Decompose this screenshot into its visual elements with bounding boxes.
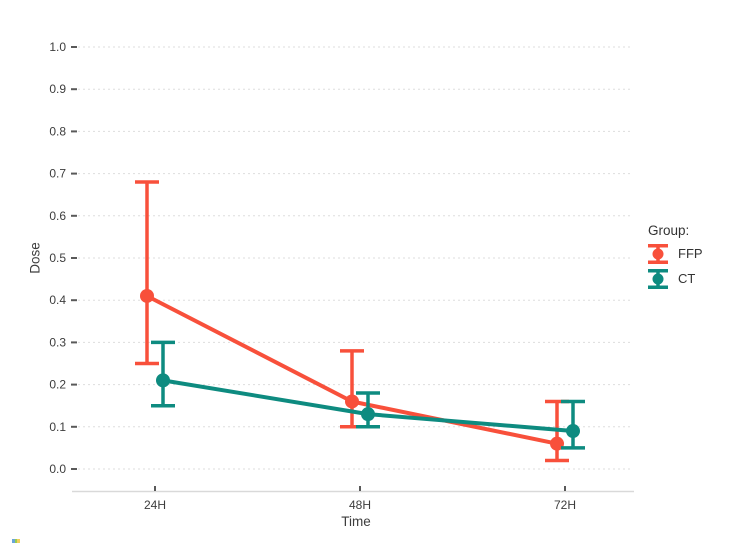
x-axis-title: Time bbox=[341, 514, 371, 529]
x-tick-label: 72H bbox=[554, 498, 576, 512]
legend-item-ct: CT bbox=[646, 266, 703, 291]
data-point-FFP bbox=[550, 436, 564, 451]
y-tick-label: 0.1 bbox=[49, 420, 66, 434]
data-point-CT bbox=[361, 407, 375, 422]
y-tick-label: 0.7 bbox=[49, 167, 66, 181]
x-tick-label: 48H bbox=[349, 498, 371, 512]
data-point-FFP bbox=[140, 288, 154, 303]
screenshot-artifact-icon bbox=[12, 539, 20, 543]
legend-label-ct: CT bbox=[678, 271, 696, 286]
data-point-CT bbox=[156, 373, 170, 388]
data-point-CT bbox=[566, 424, 580, 439]
y-tick-label: 0.2 bbox=[49, 378, 66, 392]
y-tick-label: 0.4 bbox=[49, 293, 66, 307]
data-point-FFP bbox=[345, 394, 359, 409]
y-tick-label: 0.5 bbox=[49, 251, 66, 265]
y-tick-label: 1.0 bbox=[49, 40, 66, 54]
y-tick-label: 0.6 bbox=[49, 209, 66, 223]
y-tick-label: 0.8 bbox=[49, 124, 66, 138]
legend-title: Group: bbox=[648, 223, 690, 238]
x-tick-label: 24H bbox=[144, 498, 166, 512]
errorbar-key-icon bbox=[648, 243, 668, 264]
legend: Group: FFP CT bbox=[646, 223, 703, 291]
errorbar-key-icon bbox=[648, 268, 668, 289]
y-tick-label: 0.9 bbox=[49, 82, 66, 96]
y-tick-label: 0.0 bbox=[49, 462, 66, 476]
legend-item-ffp: FFP bbox=[646, 241, 703, 266]
y-axis-title: Dose bbox=[27, 242, 43, 274]
y-tick-label: 0.3 bbox=[49, 335, 66, 349]
legend-label-ffp: FFP bbox=[678, 246, 703, 261]
